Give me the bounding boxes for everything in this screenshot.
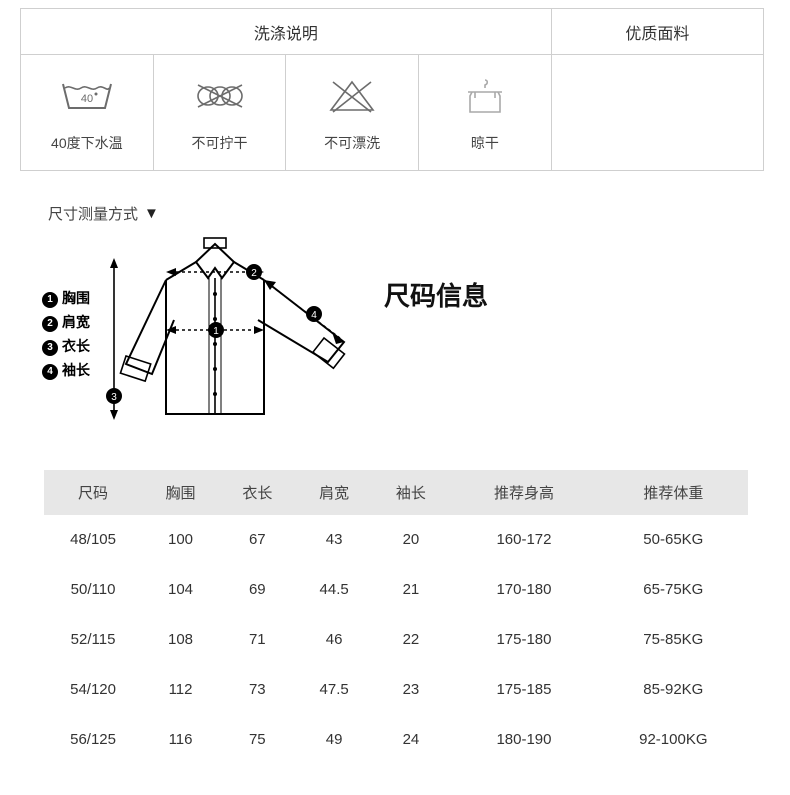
cell-shoulder: 44.5 — [296, 565, 373, 615]
cell-chest: 108 — [142, 615, 219, 665]
triangle-down-icon: ▼ — [144, 205, 159, 222]
cell-height: 180-190 — [449, 715, 598, 765]
care-label: 不可拧干 — [158, 133, 282, 153]
cell-size: 52/115 — [44, 615, 142, 665]
th-weight: 推荐体重 — [599, 470, 748, 515]
cell-sleeve: 24 — [373, 715, 450, 765]
m-label-1: 胸围 — [62, 290, 90, 306]
care-item-notwist: 不可拧干 — [153, 55, 286, 171]
care-item-nobleach: 不可漂洗 — [286, 55, 419, 171]
size-table-row: 48/105100674320160-17250-65KG — [44, 515, 748, 565]
wash-temp-text: 40 — [81, 93, 93, 105]
size-table: 尺码 胸围 衣长 肩宽 袖长 推荐身高 推荐体重 48/105100674320… — [44, 470, 748, 765]
m-label-2: 肩宽 — [62, 314, 90, 330]
cell-chest: 104 — [142, 565, 219, 615]
cell-sleeve: 23 — [373, 665, 450, 715]
no-twist-icon — [158, 73, 282, 119]
th-sleeve: 袖长 — [373, 470, 450, 515]
cell-shoulder: 49 — [296, 715, 373, 765]
care-header-fabric: 优质面料 — [551, 9, 763, 55]
measurement-heading: 尺寸测量方式 ▼ — [48, 203, 790, 224]
cell-shoulder: 47.5 — [296, 665, 373, 715]
cell-height: 175-185 — [449, 665, 598, 715]
wash-40-icon: 40 — [25, 73, 149, 119]
th-height: 推荐身高 — [449, 470, 598, 515]
m-label-4: 袖长 — [62, 362, 90, 378]
cell-size: 56/125 — [44, 715, 142, 765]
cell-shoulder: 46 — [296, 615, 373, 665]
cell-sleeve: 20 — [373, 515, 450, 565]
cell-chest: 116 — [142, 715, 219, 765]
cell-weight: 50-65KG — [599, 515, 748, 565]
cell-weight: 75-85KG — [599, 615, 748, 665]
care-label: 40度下水温 — [25, 133, 149, 153]
cell-length: 71 — [219, 615, 296, 665]
care-item-wash40: 40 40度下水温 — [21, 55, 154, 171]
svg-text:4: 4 — [311, 310, 317, 321]
size-info-title: 尺码信息 — [384, 276, 488, 313]
care-fabric-empty — [551, 55, 763, 171]
cell-height: 170-180 — [449, 565, 598, 615]
cell-length: 69 — [219, 565, 296, 615]
cell-length: 67 — [219, 515, 296, 565]
size-table-header-row: 尺码 胸围 衣长 肩宽 袖长 推荐身高 推荐体重 — [44, 470, 748, 515]
cell-sleeve: 21 — [373, 565, 450, 615]
size-table-row: 50/1101046944.521170-18065-75KG — [44, 565, 748, 615]
cell-length: 75 — [219, 715, 296, 765]
svg-text:1: 1 — [213, 326, 219, 337]
cell-weight: 85-92KG — [599, 665, 748, 715]
no-bleach-icon — [290, 73, 414, 119]
th-size: 尺码 — [44, 470, 142, 515]
th-shoulder: 肩宽 — [296, 470, 373, 515]
measurement-heading-text: 尺寸测量方式 — [48, 203, 138, 224]
size-table-row: 52/115108714622175-18075-85KG — [44, 615, 748, 665]
size-table-row: 56/125116754924180-19092-100KG — [44, 715, 748, 765]
hang-dry-icon — [423, 73, 547, 119]
cell-chest: 112 — [142, 665, 219, 715]
cell-weight: 65-75KG — [599, 565, 748, 615]
measurement-labels-list: 1胸围 2肩宽 3衣长 4袖长 — [42, 286, 90, 382]
cell-size: 48/105 — [44, 515, 142, 565]
cell-weight: 92-100KG — [599, 715, 748, 765]
cell-size: 54/120 — [44, 665, 142, 715]
measurement-diagram-area: 1胸围 2肩宽 3衣长 4袖长 3 — [0, 234, 790, 434]
m-label-3: 衣长 — [62, 338, 90, 354]
th-length: 衣长 — [219, 470, 296, 515]
th-chest: 胸围 — [142, 470, 219, 515]
care-header-washing: 洗涤说明 — [21, 9, 552, 55]
size-table-row: 54/1201127347.523175-18585-92KG — [44, 665, 748, 715]
shirt-diagram-icon: 3 2 — [96, 234, 366, 434]
care-instructions-table: 洗涤说明 优质面料 40 40度下水温 — [20, 8, 764, 171]
cell-size: 50/110 — [44, 565, 142, 615]
cell-shoulder: 43 — [296, 515, 373, 565]
care-label: 不可漂洗 — [290, 133, 414, 153]
cell-sleeve: 22 — [373, 615, 450, 665]
cell-chest: 100 — [142, 515, 219, 565]
cell-height: 160-172 — [449, 515, 598, 565]
svg-text:2: 2 — [251, 268, 257, 279]
cell-length: 73 — [219, 665, 296, 715]
care-item-hangdry: 晾干 — [419, 55, 552, 171]
cell-height: 175-180 — [449, 615, 598, 665]
svg-text:3: 3 — [111, 392, 117, 403]
care-label: 晾干 — [423, 133, 547, 153]
